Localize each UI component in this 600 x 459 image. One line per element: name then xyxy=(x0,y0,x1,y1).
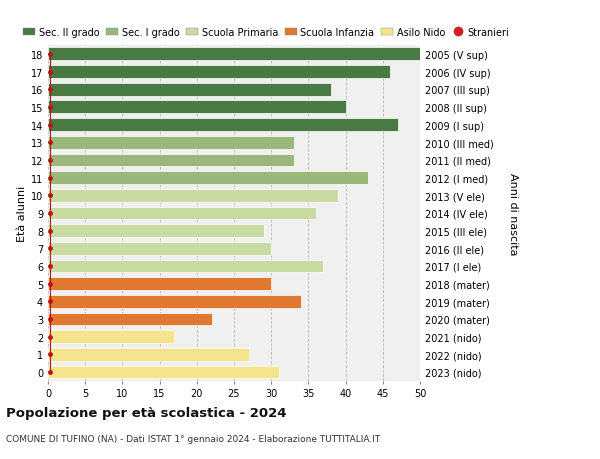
Bar xyxy=(48,190,338,202)
Text: COMUNE DI TUFINO (NA) - Dati ISTAT 1° gennaio 2024 - Elaborazione TUTTITALIA.IT: COMUNE DI TUFINO (NA) - Dati ISTAT 1° ge… xyxy=(6,434,380,443)
Bar xyxy=(48,101,346,114)
Bar xyxy=(48,207,316,220)
Bar xyxy=(48,295,301,308)
Bar xyxy=(48,278,271,291)
Y-axis label: Anni di nascita: Anni di nascita xyxy=(508,172,517,255)
Bar xyxy=(48,330,175,343)
Bar xyxy=(48,154,293,167)
Bar xyxy=(48,119,398,132)
Bar xyxy=(48,48,427,61)
Bar xyxy=(48,348,249,361)
Bar xyxy=(48,66,390,78)
Bar xyxy=(48,313,212,325)
Bar xyxy=(48,225,264,237)
Bar xyxy=(48,172,368,185)
Bar xyxy=(48,136,293,149)
Bar xyxy=(48,260,323,273)
Y-axis label: Età alunni: Età alunni xyxy=(17,185,26,241)
Bar xyxy=(48,366,278,379)
Text: Popolazione per età scolastica - 2024: Popolazione per età scolastica - 2024 xyxy=(6,406,287,419)
Bar xyxy=(48,242,271,255)
Bar xyxy=(48,84,331,96)
Legend: Sec. II grado, Sec. I grado, Scuola Primaria, Scuola Infanzia, Asilo Nido, Stran: Sec. II grado, Sec. I grado, Scuola Prim… xyxy=(23,28,509,38)
